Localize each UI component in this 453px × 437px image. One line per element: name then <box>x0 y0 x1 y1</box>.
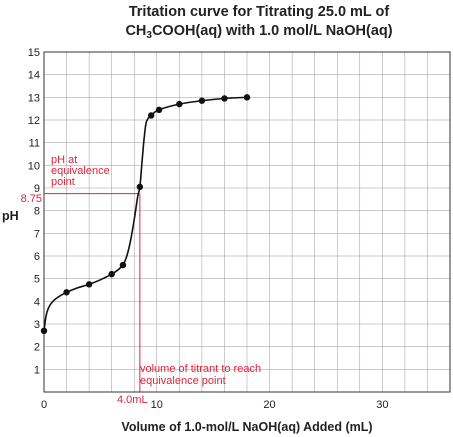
data-point <box>85 281 93 288</box>
data-point <box>221 95 228 102</box>
data-point <box>176 100 183 108</box>
chart-title-line1: Tritation curve for Titrating 25.0 mL of <box>129 4 390 20</box>
y-tick-label: 7 <box>34 228 40 240</box>
y-tick-label: 2 <box>34 342 40 354</box>
plot-frame <box>43 51 451 393</box>
annotation-lines <box>44 193 141 392</box>
data-point <box>155 106 163 114</box>
data-point <box>119 261 127 269</box>
y-tick-label: 15 <box>28 47 40 59</box>
x-tick-label: 20 <box>263 399 275 411</box>
y-tick-label: 13 <box>28 92 40 104</box>
x-tick-label: 10 <box>151 399 163 411</box>
data-point <box>198 97 206 104</box>
data-point <box>243 94 251 101</box>
y-tick-label: 10 <box>28 160 40 172</box>
y-tick-label: 6 <box>34 251 40 263</box>
y-tick-label: 11 <box>29 138 40 150</box>
volume-at-equivalence-label: volume of titrant to reach equivalence p… <box>140 363 264 387</box>
y-axis-label: pH <box>2 209 19 223</box>
y-tick-label: 5 <box>34 274 40 286</box>
x-axis-label: Volume of 1.0-mol/L NaOH(aq) Added (mL) <box>121 420 372 434</box>
data-point <box>40 327 48 334</box>
y-tick-label: 14 <box>28 70 40 82</box>
data-point <box>108 270 115 278</box>
y-tick-label: 8 <box>34 206 40 218</box>
y-tick-label: 12 <box>28 115 40 127</box>
chart-title-line2: CH3COOH(aq) with 1.0 mol/L NaOH(aq) <box>125 23 392 41</box>
grid-lines <box>44 52 450 392</box>
data-point <box>136 183 144 191</box>
titration-curve <box>43 96 248 331</box>
data-points <box>40 94 251 334</box>
data-point <box>63 289 70 296</box>
y-tick-label: 3 <box>34 319 40 331</box>
x-tick-label: 0 <box>41 399 47 411</box>
y-tick-label: 1 <box>34 364 40 376</box>
ph-at-equivalence-label: pH at equivalence point <box>51 154 113 188</box>
equivalence-volume-value: 4.0mL <box>117 394 148 406</box>
equivalence-ph-value: 8.75 <box>21 193 42 205</box>
y-tick-label: 9 <box>34 183 40 195</box>
y-tick-label: 4 <box>34 296 40 308</box>
data-point <box>147 112 155 119</box>
x-tick-label: 30 <box>376 399 388 411</box>
